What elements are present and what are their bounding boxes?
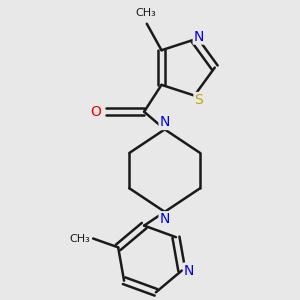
Text: CH₃: CH₃ (135, 8, 156, 18)
Text: N: N (160, 115, 170, 129)
Text: N: N (184, 263, 194, 278)
Text: N: N (160, 212, 170, 226)
Text: CH₃: CH₃ (70, 233, 90, 244)
Text: O: O (90, 105, 101, 119)
Text: N: N (194, 30, 204, 44)
Text: S: S (194, 93, 203, 107)
